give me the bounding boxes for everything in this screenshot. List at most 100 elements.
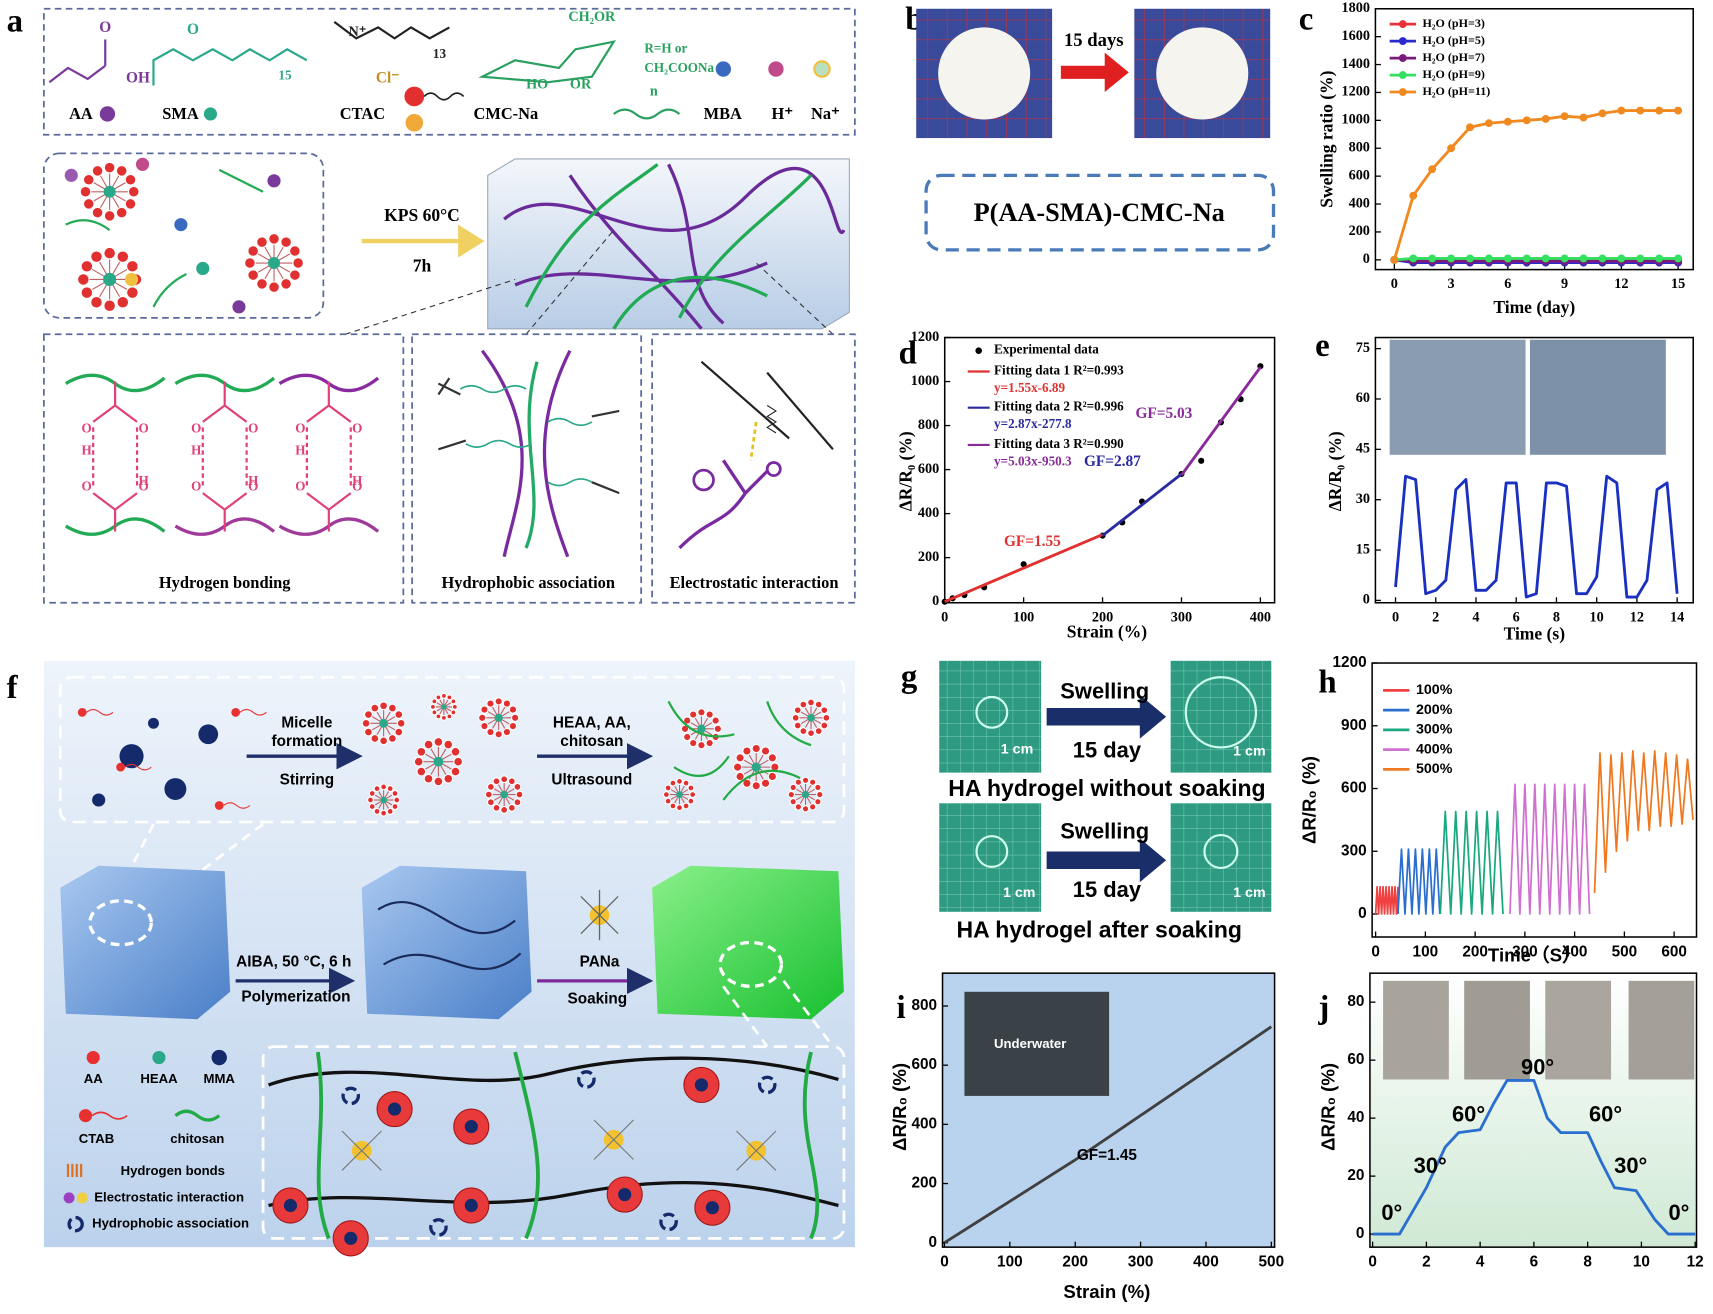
data-point	[1428, 254, 1437, 263]
x-tick-label: 2	[1422, 1254, 1431, 1271]
y-tick-label: 0	[1356, 1225, 1365, 1242]
legend-label: Fitting data 2 R²=0.996	[994, 399, 1124, 414]
micelle-head	[799, 727, 808, 736]
micelle-head	[268, 281, 280, 293]
series-line	[1101, 472, 1183, 537]
micelle-head	[386, 785, 394, 793]
molecule-label: H⁺	[772, 104, 793, 123]
chitosan	[722, 769, 801, 801]
micelle-head	[478, 713, 487, 722]
x-tick-label: 6	[1504, 276, 1511, 292]
x-tick-label: 0	[1392, 609, 1399, 625]
data-point	[1560, 254, 1569, 263]
atom: Cl⁻	[376, 69, 399, 86]
atom: H	[191, 443, 201, 458]
micelle-head	[368, 790, 376, 797]
ctac-structure	[333, 21, 450, 40]
y-tick-label: 1000	[1341, 112, 1369, 128]
x-tick-label: 400	[1250, 609, 1271, 625]
x-tick-label: 0	[1391, 276, 1398, 292]
annotation: GF=1.45	[1077, 1147, 1138, 1164]
network	[377, 901, 522, 971]
name-box	[924, 173, 1276, 252]
micelle-head	[508, 721, 518, 731]
caption: HA hydrogel without soaking	[948, 775, 1265, 801]
ion	[232, 300, 246, 314]
micelle-core	[103, 185, 116, 198]
data-point	[1484, 254, 1493, 263]
legend-label: 400%	[1416, 741, 1453, 757]
y-tick-label: 60	[1347, 1051, 1364, 1068]
y-tick-label: 45	[1356, 441, 1370, 457]
annotation: 0°	[1381, 1200, 1402, 1225]
y-tick-label: 200	[1349, 223, 1370, 239]
micelle-head	[508, 705, 518, 714]
inset-photo	[1389, 339, 1526, 455]
micelle-core	[676, 791, 683, 798]
legend-label: H₂O (pH=3)	[1423, 16, 1485, 30]
x-tick-label: 0	[1368, 1254, 1377, 1271]
micelle-head	[705, 738, 714, 748]
chain	[480, 349, 572, 558]
micelle-head	[103, 210, 116, 222]
step-label: Ultrasound	[551, 771, 632, 788]
panel-label: g	[901, 659, 918, 695]
micelle-head	[480, 721, 489, 731]
micelle-head	[373, 807, 381, 815]
hydrogel	[1203, 833, 1239, 870]
micelle-core	[283, 1198, 298, 1213]
micelle-core	[344, 1231, 358, 1245]
atom: O	[191, 421, 201, 436]
dimer	[306, 381, 352, 532]
micelle-head	[682, 779, 690, 787]
pana-icon	[580, 889, 619, 941]
atom: H	[295, 443, 305, 458]
data-point	[1447, 144, 1456, 153]
plot-frame	[943, 336, 1276, 604]
carboxylate	[692, 468, 715, 492]
micelle-head	[103, 246, 116, 260]
legend-label: Fitting data 1 R²=0.993	[994, 363, 1124, 378]
micelle-head	[431, 698, 438, 705]
mma	[92, 793, 106, 807]
micelle-head	[435, 694, 442, 701]
legend-icon	[63, 1192, 75, 1204]
legend-label: 300%	[1416, 722, 1453, 738]
aa-icon	[99, 106, 116, 122]
y-tick-label: 60	[1356, 390, 1370, 406]
x-tick-label: 12	[1687, 1254, 1704, 1271]
micelle-head	[79, 185, 92, 198]
atom: H	[248, 473, 258, 488]
micelle-head	[116, 250, 130, 264]
micelle-head	[247, 269, 259, 281]
ion	[135, 157, 150, 171]
y-tick-label: 1200	[1333, 654, 1367, 671]
series-line	[1509, 783, 1591, 915]
micelle-core	[433, 756, 444, 767]
micelle-head	[807, 698, 815, 707]
ctac-icon	[404, 86, 425, 107]
mma	[198, 724, 219, 745]
legend-label: chitosan	[170, 1131, 224, 1146]
plot-frame	[1374, 336, 1694, 604]
legend-label: H₂O (pH=11)	[1423, 84, 1491, 98]
data-point	[1409, 254, 1418, 263]
legend-label: 500%	[1416, 761, 1453, 777]
micelle-head	[751, 743, 761, 754]
y-tick-label: 0	[1358, 905, 1367, 922]
precursor-box	[43, 152, 325, 319]
y-tick-label: 20	[1347, 1167, 1364, 1184]
micelle-core	[705, 1201, 719, 1215]
x-tick-label: 200	[1462, 943, 1488, 960]
x-tick-label: 100	[997, 1254, 1023, 1271]
micelle-core	[494, 713, 503, 722]
y-tick-label: 0	[932, 593, 939, 609]
hydrogel-cube	[361, 865, 532, 1020]
micelle-head	[429, 703, 436, 710]
y-tick-label: 0	[1363, 592, 1370, 608]
micelle-core	[801, 790, 810, 799]
micelle-head	[124, 197, 137, 210]
micelle-head	[386, 807, 394, 815]
micelle-head	[789, 797, 797, 806]
data-point	[1579, 113, 1588, 122]
